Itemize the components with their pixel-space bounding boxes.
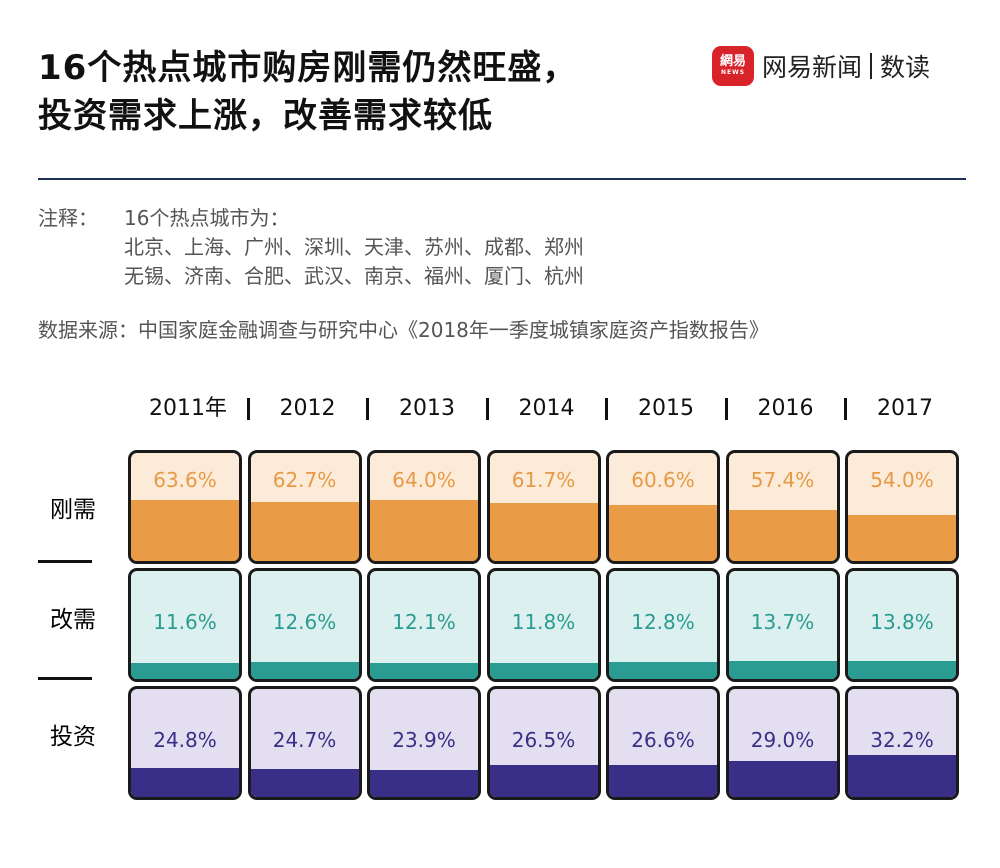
cell-invest: 24.7% [247,686,362,800]
cell-improve: 11.6% [128,568,242,682]
cell-invest: 32.2% [845,686,959,800]
row-label-improve: 改需 [50,607,96,633]
note-line: 北京、上海、广州、深圳、天津、苏州、成都、郑州 [124,235,584,259]
value-label: 24.7% [272,728,337,752]
cell-invest: 26.6% [606,686,720,800]
bar-fill [609,765,717,797]
title-line-1: 16个热点城市购房刚需仍然旺盛， [38,48,578,88]
value-label: 54.0% [870,468,934,492]
year-separator [246,398,250,420]
bar-fill [250,662,359,679]
notes: 注释： 16个热点城市为： 北京、上海、广州、深圳、天津、苏州、成都、郑州 无锡… [38,204,584,291]
bar-fill [489,503,598,561]
value-label: 13.8% [870,610,934,634]
year-label: 2016 [757,396,814,421]
value-label: 32.2% [870,728,934,752]
bar-fill [370,770,478,797]
value-label: 12.1% [392,610,456,634]
row-label-rigid: 刚需 [50,497,96,523]
note-line: 无锡、济南、合肥、武汉、南京、福州、厦门、杭州 [124,264,584,288]
value-label: 26.6% [631,728,695,752]
cell-rigid: 62.7% [247,450,362,564]
data-source: 数据来源：中国家庭金融调查与研究中心《2018年一季度城镇家庭资产指数报告》 [38,318,769,342]
value-label: 24.8% [153,728,217,752]
bar-fill [250,502,359,561]
row-divider [38,560,92,563]
cell-invest: 26.5% [486,686,601,800]
year-label: 2012 [279,396,336,421]
value-label: 26.5% [511,728,576,752]
year-label: 2017 [877,396,933,421]
notes-label: 注释： [38,206,98,230]
bar-fill [131,663,239,679]
logo-text: 網易 [719,54,746,69]
bar-fill [370,500,478,561]
title-line-2: 投资需求上涨，改善需求较低 [38,96,493,136]
bar-fill [250,769,359,797]
value-label: 61.7% [511,468,576,492]
cell-rigid: 60.6% [606,450,720,564]
brand-sub: 数读 [880,53,931,82]
cell-invest: 29.0% [725,686,840,800]
cell-improve: 12.8% [606,568,720,682]
year-separator [605,398,608,420]
header-divider [38,178,966,180]
value-label: 23.9% [392,728,456,752]
year-label: 2011年 [149,396,227,421]
bar-fill [609,505,717,561]
value-label: 12.8% [631,610,695,634]
value-label: 12.6% [272,610,337,634]
value-label: 11.8% [511,610,576,634]
year-label: 2014 [518,396,575,421]
cell-improve: 11.8% [486,568,601,682]
cell-rigid: 54.0% [845,450,959,564]
cell-rigid: 61.7% [486,450,601,564]
logo-news-text: NEWS [720,69,746,76]
value-label: 13.7% [750,610,815,634]
cell-rigid: 64.0% [367,450,481,564]
bar-fill [848,755,956,797]
cell-improve: 13.7% [725,568,840,682]
year-label: 2013 [399,396,455,421]
bar-fill [609,662,717,679]
brand: 網易 NEWS 网易新闻 数读 [712,46,930,86]
bar-fill [489,765,598,797]
bar-fill [848,661,956,679]
bar-fill [370,663,478,679]
note-line: 16个热点城市为： [124,206,290,230]
brand-divider [870,53,873,79]
cell-invest: 24.8% [128,686,242,800]
netease-logo-icon: 網易 NEWS [712,46,754,86]
bar-fill [728,661,837,679]
bar-fill [728,510,837,561]
year-separator [485,398,489,420]
bar-fill [131,768,239,797]
value-label: 64.0% [392,468,456,492]
row-label-invest: 投资 [50,724,96,750]
cell-improve: 12.1% [367,568,481,682]
bar-fill [131,500,239,561]
year-separator [844,398,847,420]
year-label: 2015 [638,396,694,421]
row-divider [38,677,92,680]
chart-title: 16个热点城市购房刚需仍然旺盛， 投资需求上涨，改善需求较低 [38,44,577,140]
year-separator [724,398,728,420]
year-header: 2011年 2012 2013 2014 2015 2016 2017 [128,392,966,426]
bar-fill [489,663,598,679]
cell-invest: 23.9% [367,686,481,800]
cell-improve: 12.6% [247,568,362,682]
cell-rigid: 57.4% [725,450,840,564]
bar-fill [848,515,956,561]
value-label: 63.6% [153,468,217,492]
value-label: 11.6% [153,610,217,634]
brand-name: 网易新闻 [762,53,863,82]
value-label: 57.4% [750,468,815,492]
value-label: 60.6% [631,468,695,492]
value-label: 62.7% [272,468,337,492]
bar-fill [728,761,837,797]
cell-rigid: 63.6% [128,450,242,564]
value-label: 29.0% [750,728,815,752]
cell-improve: 13.8% [845,568,959,682]
year-separator [366,398,369,420]
